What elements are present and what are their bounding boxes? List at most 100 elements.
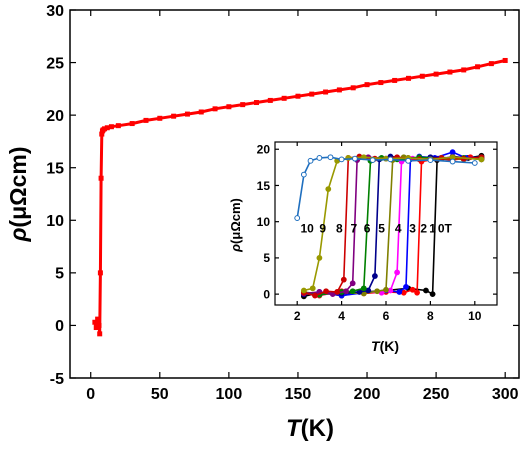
y-tick-label: 0 [55, 318, 64, 335]
inset-data-point [374, 288, 381, 295]
data-point [143, 117, 149, 123]
data-point [295, 93, 301, 99]
y-tick-label: 10 [257, 215, 271, 229]
y-tick-label: 5 [55, 266, 64, 283]
inset-data-point [396, 289, 403, 295]
data-point [95, 316, 101, 322]
field-label: 1 [429, 222, 436, 236]
field-label: 3 [409, 222, 416, 236]
data-point [212, 106, 218, 112]
data-point [98, 175, 104, 181]
inset-data-point [365, 287, 372, 294]
inset-data-point [394, 269, 401, 276]
main-y-axis-title: ρ(μΩcm) [5, 146, 31, 242]
data-point [240, 102, 246, 108]
data-point [323, 89, 329, 95]
inset-data-point [349, 288, 356, 295]
x-tick-label: 250 [423, 386, 450, 403]
y-tick-label: 15 [46, 160, 64, 177]
data-point [433, 71, 439, 77]
inset-data-point [327, 154, 334, 161]
inset-data-point [349, 280, 356, 287]
data-point [97, 270, 103, 276]
field-label: 6 [364, 222, 371, 236]
x-tick-label: 0 [86, 386, 95, 403]
y-tick-label: 0 [263, 287, 270, 301]
inset-data-point [405, 157, 412, 164]
x-tick-label: 50 [151, 386, 169, 403]
inset-series [294, 149, 485, 300]
inset-data-point [316, 155, 323, 161]
data-point [93, 325, 99, 331]
inset-data-point [340, 276, 347, 283]
inset-data-point [300, 287, 307, 294]
inset-data-point [300, 171, 307, 178]
data-point [392, 77, 398, 83]
main-x-axis-title: T(K) [286, 415, 334, 442]
y-tick-label: 20 [46, 108, 64, 125]
data-point [157, 115, 163, 121]
data-point [226, 104, 232, 110]
x-tick-label: 8 [427, 309, 434, 323]
data-point [350, 85, 356, 91]
y-tick-label: 30 [46, 3, 64, 20]
data-point [488, 61, 494, 67]
field-label: 8 [336, 222, 343, 236]
data-point [461, 67, 467, 73]
inset-data-point [423, 287, 429, 294]
inset-data-point [316, 255, 323, 261]
data-point [97, 331, 103, 337]
data-point [102, 126, 108, 132]
field-label: 2 [420, 222, 427, 236]
x-tick-label: 2 [294, 309, 301, 323]
data-point [475, 64, 481, 70]
data-point [198, 109, 204, 115]
field-label: 10 [301, 222, 315, 236]
inset-data-point [427, 157, 434, 164]
data-point [115, 123, 121, 129]
y-tick-label: 20 [257, 143, 271, 157]
data-point [184, 111, 190, 117]
inset-data-point [369, 157, 376, 164]
x-tick-label: 100 [216, 386, 243, 403]
inset-data-point [414, 289, 420, 296]
main-plot-frame [69, 9, 520, 379]
inset-data-point [343, 288, 349, 295]
data-point [96, 322, 102, 328]
inset-data-point [471, 160, 478, 166]
inset-data-point [338, 156, 345, 163]
inset-data-point [478, 156, 485, 163]
data-point [419, 73, 425, 79]
inset-y-axis-title: ρ(μΩcm) [228, 198, 243, 253]
x-tick-label: 200 [354, 386, 381, 403]
inset-data-point [387, 156, 394, 163]
data-point [447, 69, 453, 75]
data-point [104, 125, 110, 131]
inset-data-point [409, 286, 416, 293]
inset-data-point [325, 186, 332, 192]
x-tick-label: 150 [285, 386, 312, 403]
inset-data-point [294, 215, 301, 221]
data-point [129, 121, 135, 127]
inset-data-point [429, 291, 436, 298]
inset-data-point [360, 285, 367, 292]
field-label: 4 [395, 222, 402, 236]
inset-data-point [372, 273, 378, 279]
data-point [364, 82, 370, 88]
inset-data-point [307, 157, 314, 164]
data-point [99, 131, 105, 137]
y-tick-label: 5 [263, 251, 270, 265]
inset-field-labels: 10 9 8 7 6 5 4 3 2 1 0T [301, 222, 453, 236]
y-tick-label: 10 [46, 213, 64, 230]
field-label: 7 [350, 222, 357, 236]
inset-data-point [334, 289, 341, 295]
x-tick-label: 4 [338, 309, 345, 323]
inset-data-point [403, 283, 409, 290]
inset-data-point [449, 149, 456, 156]
inset-data-point [383, 286, 389, 293]
